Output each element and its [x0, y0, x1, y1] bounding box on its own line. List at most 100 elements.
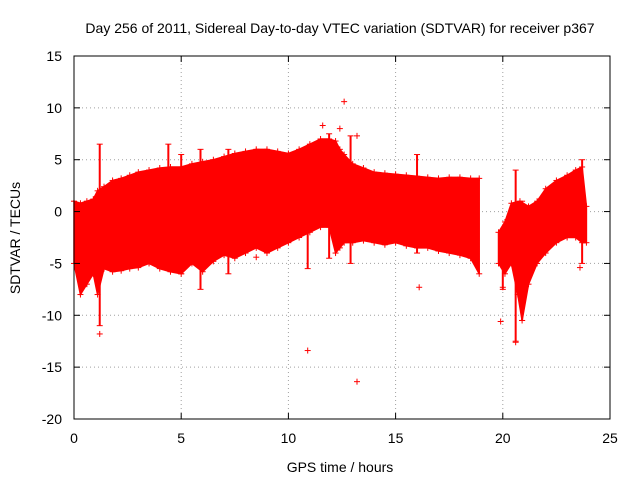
band-edge-point: [553, 177, 560, 184]
band-edge-point: [501, 218, 508, 225]
band-edge-point: [317, 135, 324, 142]
band-edge-point: [296, 146, 303, 153]
band-edge-point: [296, 234, 303, 241]
data-band: [71, 135, 590, 324]
band-edge-point: [126, 172, 133, 179]
band-edge-point: [381, 170, 388, 177]
band-edge-point: [118, 267, 125, 274]
band-edge-point: [572, 167, 579, 174]
band-edge-point: [525, 281, 532, 288]
band-edge-point: [446, 174, 453, 181]
band-edge-point: [221, 252, 228, 259]
band-edge-point: [456, 174, 463, 181]
y-tick-label: -10: [42, 307, 62, 323]
band-edge-point: [336, 146, 343, 153]
data-point: [499, 284, 506, 291]
band-edge-point: [146, 167, 153, 174]
band-edge-point: [77, 291, 84, 298]
x-tick-label: 10: [281, 430, 297, 446]
y-tick-label: -5: [50, 255, 63, 271]
band-edge-point: [446, 250, 453, 257]
y-tick-label: -20: [42, 411, 62, 427]
band-edge-point: [534, 198, 541, 205]
band-edge-point: [253, 146, 260, 153]
band-edge-point: [332, 138, 339, 145]
band-edge-point: [583, 239, 590, 246]
data-point: [336, 125, 343, 132]
band-edge-point: [90, 270, 97, 277]
band-edge-point: [508, 260, 515, 267]
band-edge-point: [253, 244, 260, 251]
data-band-segment: [73, 138, 480, 297]
data-point: [253, 254, 260, 261]
data-point: [497, 318, 504, 325]
band-edge-point: [392, 171, 399, 178]
band-edge-point: [188, 160, 195, 167]
x-tick-label: 0: [70, 430, 78, 446]
band-edge-point: [263, 250, 270, 257]
axis-ticks: 0 5 10 15 20 25 -20 -15 -10 -5 0 5 10 15: [42, 48, 618, 446]
band-edge-point: [83, 281, 90, 288]
band-edge-point: [285, 150, 292, 157]
band-edge-point: [336, 244, 343, 251]
band-edge-point: [583, 203, 590, 210]
data-band-segment: [497, 165, 588, 321]
x-tick-label: 25: [602, 430, 618, 446]
band-edge-point: [146, 260, 153, 267]
band-edge-point: [101, 183, 108, 190]
band-edge-point: [456, 252, 463, 259]
x-tick-label: 15: [388, 430, 404, 446]
band-edge-point: [424, 174, 431, 181]
data-point: [304, 347, 311, 354]
band-edge-point: [188, 260, 195, 267]
band-edge-point: [392, 239, 399, 246]
band-edge-point: [83, 198, 90, 205]
band-edge-point: [564, 234, 571, 241]
data-spikes: [96, 133, 586, 342]
band-edge-point: [553, 239, 560, 246]
data-point: [354, 132, 361, 139]
band-edge-point: [542, 185, 549, 192]
data-point: [416, 284, 423, 291]
band-edge-point: [525, 203, 532, 210]
band-edge-point: [90, 196, 97, 203]
band-edge-point: [381, 241, 388, 248]
chart-title: Day 256 of 2011, Sidereal Day-to-day VTE…: [85, 20, 594, 36]
band-edge-point: [135, 169, 142, 176]
y-axis-label: SDTVAR / TECUs: [7, 182, 23, 294]
data-point: [354, 378, 361, 385]
band-edge-point: [495, 260, 502, 267]
band-edge-point: [424, 244, 431, 251]
band-edge-point: [534, 260, 541, 267]
band-edge-point: [572, 234, 579, 241]
band-edge-point: [210, 258, 217, 265]
band-edge-point: [341, 239, 348, 246]
band-edge-point: [231, 255, 238, 262]
band-edge-point: [564, 172, 571, 179]
y-tick-label: -15: [42, 359, 62, 375]
band-edge-point: [101, 265, 108, 272]
outlier-points: [96, 98, 583, 385]
band-edge-point: [403, 172, 410, 179]
band-edge-point: [126, 265, 133, 272]
band-edge-point: [435, 175, 442, 182]
band-edge-point: [242, 250, 249, 257]
y-tick-label: 0: [54, 204, 62, 220]
band-edge-point: [476, 175, 483, 182]
band-edge-point: [156, 165, 163, 172]
band-edge-point: [332, 250, 339, 257]
band-edge-point: [210, 156, 217, 163]
data-point: [341, 98, 348, 105]
y-tick-label: 10: [46, 100, 62, 116]
y-tick-label: 5: [54, 152, 62, 168]
data-point: [319, 122, 326, 129]
band-edge-point: [467, 255, 474, 262]
band-edge-point: [221, 153, 228, 160]
x-tick-label: 5: [177, 430, 185, 446]
band-edge-point: [167, 268, 174, 275]
data-point: [512, 339, 519, 346]
band-edge-point: [109, 177, 116, 184]
band-edge-point: [109, 268, 116, 275]
band-edge-point: [371, 239, 378, 246]
